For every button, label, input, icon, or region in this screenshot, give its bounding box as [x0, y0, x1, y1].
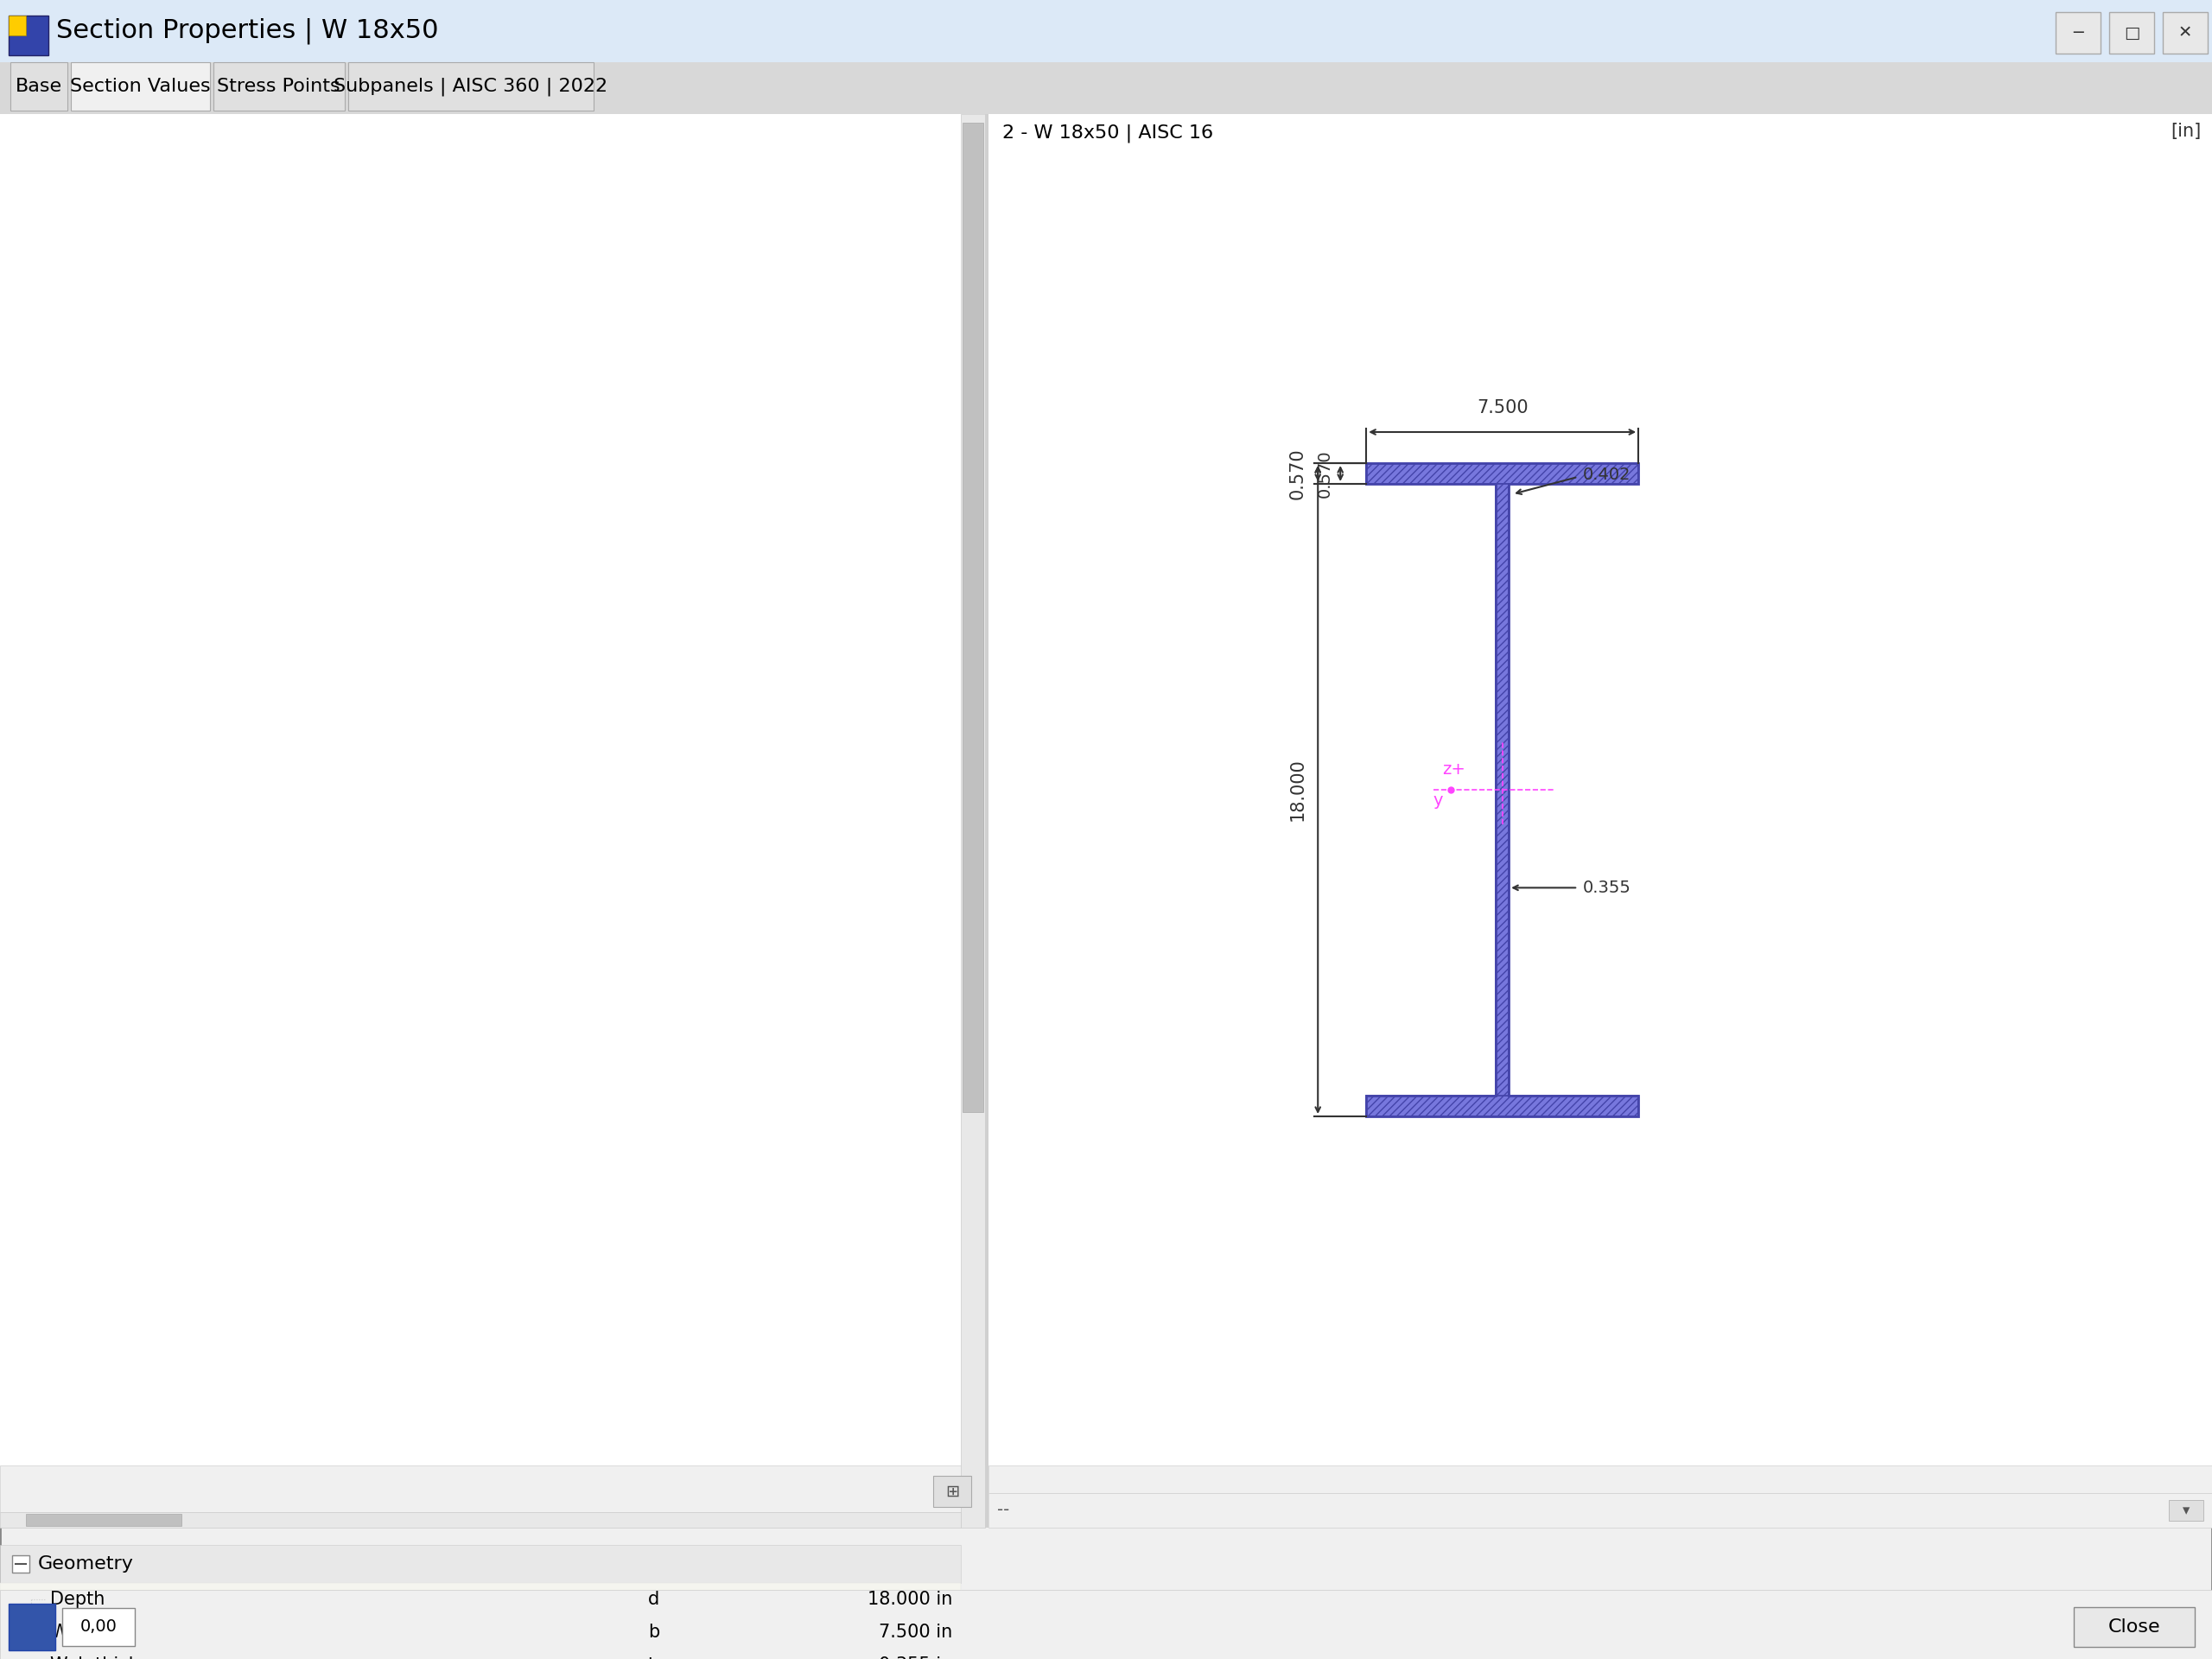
Text: Base: Base — [15, 78, 62, 95]
Bar — [962, 123, 984, 1112]
Text: d: d — [648, 1591, 659, 1608]
Bar — [960, 114, 984, 1528]
Bar — [27, 1513, 181, 1526]
Bar — [71, 61, 210, 111]
Text: Depth: Depth — [51, 1591, 104, 1608]
Text: tw: tw — [648, 1656, 670, 1659]
Bar — [9, 15, 27, 35]
Bar — [62, 1608, 135, 1646]
Text: [in]: [in] — [2172, 123, 2201, 139]
Text: Width: Width — [51, 1624, 102, 1641]
Bar — [0, 61, 2212, 114]
Text: 7.500 in: 7.500 in — [878, 1624, 951, 1641]
Text: Section Values: Section Values — [71, 78, 210, 95]
Text: 0.402: 0.402 — [1584, 466, 1630, 483]
Bar — [0, 1649, 960, 1659]
Polygon shape — [1495, 484, 1509, 1095]
Polygon shape — [1367, 1095, 1639, 1117]
Text: 0,00: 0,00 — [80, 1619, 117, 1636]
Bar — [989, 114, 2212, 1528]
Bar — [0, 1616, 960, 1649]
Bar — [0, 1511, 960, 1528]
Text: 0.355 in: 0.355 in — [878, 1656, 951, 1659]
Bar — [0, 1583, 960, 1616]
Text: y: y — [1433, 793, 1442, 810]
Bar — [0, 1465, 984, 1511]
Text: 18.000: 18.000 — [1290, 758, 1305, 821]
Text: 18.000 in: 18.000 in — [867, 1591, 951, 1608]
Text: ⊞: ⊞ — [945, 1483, 960, 1500]
Text: 0.570: 0.570 — [1290, 448, 1305, 499]
Text: □: □ — [2124, 25, 2139, 41]
Bar — [0, 1545, 960, 1583]
Bar — [212, 61, 345, 111]
Bar — [0, 114, 984, 1528]
Text: ✕: ✕ — [2179, 25, 2192, 41]
Text: Section Properties | W 18x50: Section Properties | W 18x50 — [55, 18, 438, 45]
Bar — [2055, 12, 2101, 53]
Text: Close: Close — [2108, 1619, 2161, 1636]
Text: 2 - W 18x50 | AISC 16: 2 - W 18x50 | AISC 16 — [1002, 124, 1212, 143]
Bar — [989, 1493, 2212, 1528]
Text: Stress Points: Stress Points — [217, 78, 341, 95]
Text: Web thickness: Web thickness — [51, 1656, 179, 1659]
Text: ▾: ▾ — [2183, 1503, 2190, 1518]
Bar — [11, 1556, 29, 1573]
Bar — [933, 1477, 971, 1506]
Bar — [2075, 1608, 2194, 1647]
Text: Subpanels | AISC 360 | 2022: Subpanels | AISC 360 | 2022 — [334, 76, 608, 96]
Text: 0.570: 0.570 — [1316, 450, 1334, 498]
Bar — [989, 1465, 2212, 1493]
Text: 0.355: 0.355 — [1584, 879, 1632, 896]
Bar — [9, 15, 49, 55]
Text: --: -- — [998, 1501, 1009, 1518]
Bar — [347, 61, 593, 111]
Text: z+: z+ — [1442, 761, 1464, 778]
Text: Geometry: Geometry — [38, 1556, 133, 1573]
Text: ─: ─ — [2073, 25, 2084, 41]
Text: b: b — [648, 1624, 659, 1641]
Text: 7.500: 7.500 — [1478, 400, 1528, 416]
Bar — [984, 114, 989, 1528]
Bar — [0, 0, 2212, 61]
Bar — [2110, 12, 2154, 53]
Bar — [11, 61, 66, 111]
Bar — [9, 1604, 55, 1651]
Bar — [2163, 12, 2208, 53]
Bar — [2168, 1500, 2203, 1521]
Polygon shape — [1367, 463, 1639, 484]
Bar — [0, 1589, 2212, 1659]
